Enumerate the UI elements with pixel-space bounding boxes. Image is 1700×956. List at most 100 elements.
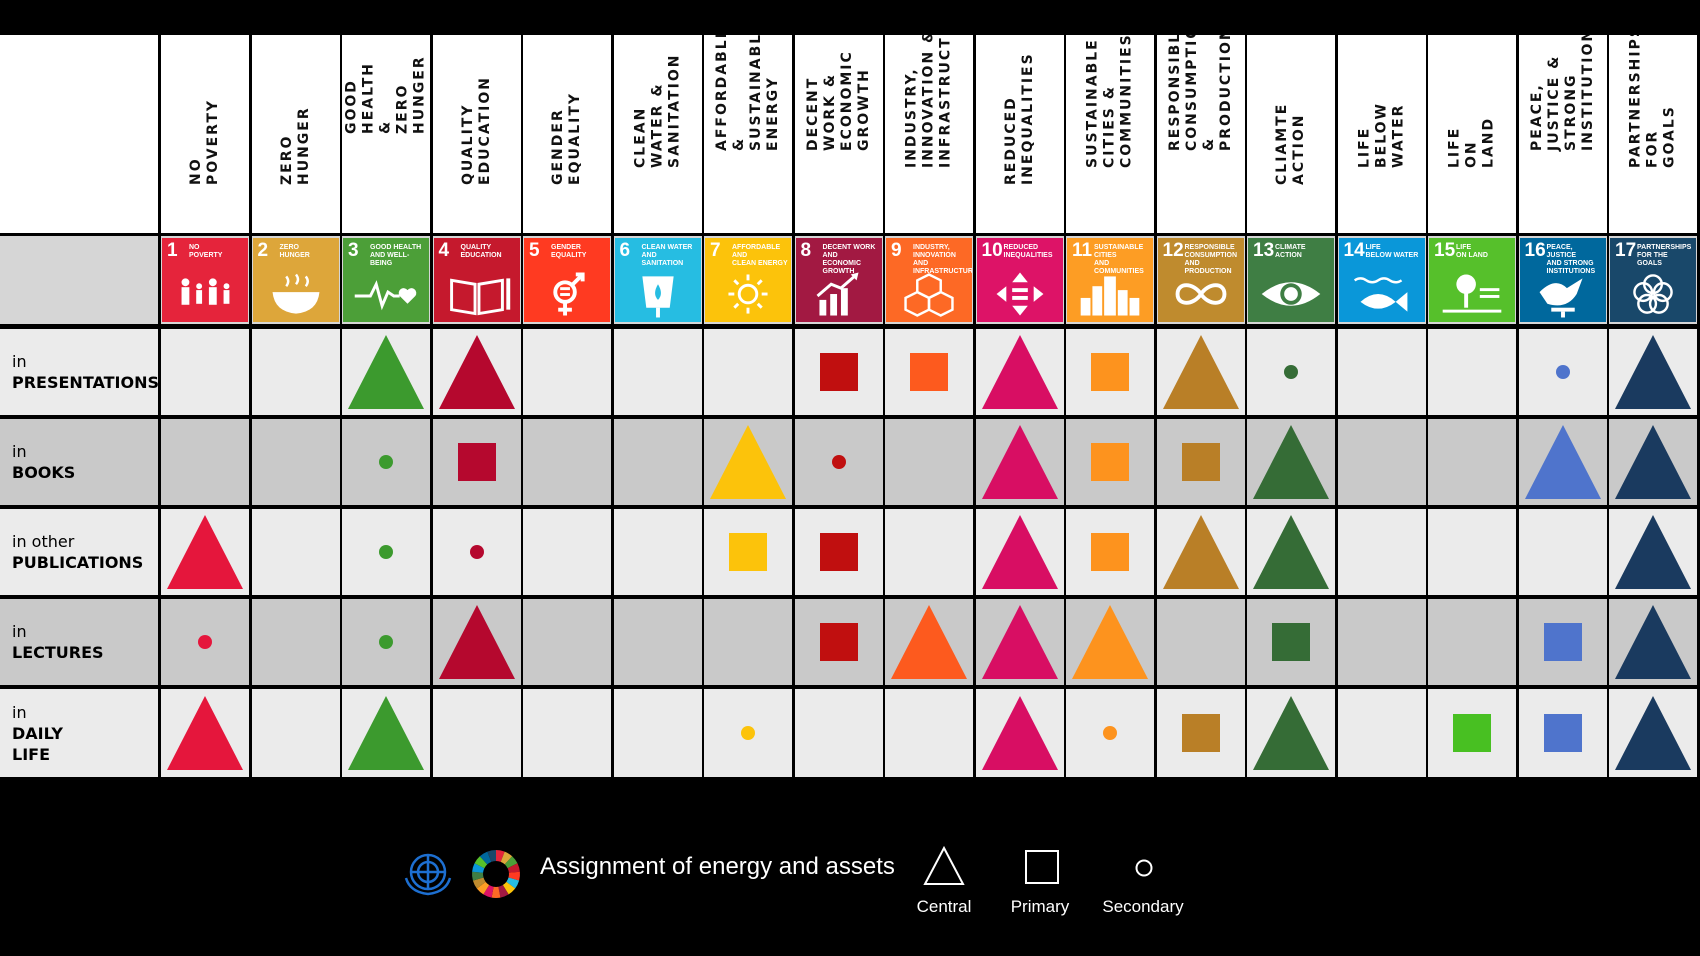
goal-header-label: PEACE, JUSTICE & STRONG INSTITUTIONS [1528, 35, 1596, 151]
sdg-tile-title: AFFORDABLE AND CLEAN ENERGY [732, 244, 788, 267]
goal-header-3: GOOD HEALTH & ZERO HUNGER [342, 35, 430, 233]
matrix-cell [1337, 599, 1426, 685]
matrix-cell [704, 329, 792, 415]
row-label-medium: PRESENTATIONS [12, 373, 160, 392]
sdg-tile-title: GOOD HEALTH AND WELL-BEING [370, 244, 422, 267]
sdg-tile-number: 6 [619, 240, 631, 261]
goal-header-2: ZERO HUNGER [251, 35, 340, 233]
central-mark [1615, 515, 1691, 589]
central-mark [981, 696, 1058, 770]
sdg-tile-number: 11 [1072, 240, 1093, 261]
goal-header-label: QUALITY EDUCATION [459, 76, 493, 185]
primary-mark [1453, 714, 1491, 752]
sdg-tile-17: 17 PARTNERSHIPS FOR THE GOALS [1610, 238, 1696, 322]
sdg-tile-title: LIFE ON LAND [1456, 244, 1488, 259]
matrix-cell [523, 689, 611, 777]
matrix-cell [432, 689, 521, 777]
sdg-tile-title: LIFE BELOW WATER [1365, 244, 1419, 259]
central-mark [167, 696, 243, 770]
matrix-cell [1156, 599, 1245, 685]
secondary-mark [1103, 726, 1117, 740]
matrix-cell [1428, 329, 1516, 415]
sdg-tile-number: 7 [710, 240, 721, 261]
sdg-tile-title: SUSTAINABLE CITIES AND COMMUNITIES [1094, 244, 1144, 275]
central-mark [981, 605, 1058, 679]
matrix-cell [794, 689, 883, 777]
sdg-tile-16: 16 PEACE, JUSTICE AND STRONG INSTITUTIONS [1519, 238, 1606, 322]
family-icon [181, 278, 230, 305]
primary-mark [1543, 623, 1582, 661]
goal-header-12: RESPONSIBLE CONSUMPTION & PRODUCTION [1156, 35, 1245, 233]
sdg-tile-8: 8 DECENT WORK AND ECONOMIC GROWTH [795, 238, 882, 322]
matrix-cell [161, 419, 249, 505]
sdg-tile-title: GENDER EQUALITY [551, 244, 587, 259]
primary-mark [1181, 443, 1220, 481]
legend: Assignment of energy and assets Central … [0, 830, 1700, 930]
sdg-tile-9: 9 INDUSTRY, INNOVATION AND INFRASTRUCTURE [886, 238, 972, 322]
secondary-mark [379, 635, 393, 649]
secondary-circle-icon [1135, 859, 1153, 877]
gender-icon [553, 272, 585, 316]
sdg-tile-title: CLEAN WATER AND SANITATION [641, 244, 693, 267]
infinity-icon [1175, 283, 1226, 305]
goal-header-label: LIFE ON LAND [1446, 116, 1497, 168]
primary-mark [457, 443, 496, 481]
sdg-tile-3: 3 GOOD HEALTH AND WELL-BEING [343, 238, 429, 322]
sdg-tile-number: 15 [1434, 240, 1456, 261]
goal-header-13: CLIAMTE ACTION [1247, 35, 1335, 233]
corner-header [0, 35, 158, 233]
matrix-cell [1518, 509, 1607, 595]
goal-header-5: GENDER EQUALITY [523, 35, 611, 233]
sdg-tile-number: 1 [167, 240, 178, 261]
matrix-cell [523, 419, 611, 505]
sdg-tile-title: DECENT WORK AND ECONOMIC GROWTH [822, 244, 876, 275]
sdg-tile-number: 8 [800, 240, 812, 261]
central-mark [348, 335, 424, 409]
central-mark [1253, 696, 1329, 770]
secondary-mark [1284, 365, 1298, 379]
sdg-tile-number: 9 [891, 240, 902, 261]
row-label-medium: PUBLICATIONS [12, 553, 144, 572]
matrix-cell [523, 329, 611, 415]
central-mark [1615, 696, 1691, 770]
row-label: in other PUBLICATIONS [0, 509, 158, 595]
central-mark [1072, 605, 1148, 679]
matrix-cell [1337, 419, 1426, 505]
matrix-cell [613, 689, 702, 777]
secondary-mark [379, 455, 393, 469]
sdg-tile-15: 15 LIFE ON LAND [1429, 238, 1515, 322]
central-mark [1615, 605, 1691, 679]
sdg-tile-number: 12 [1162, 240, 1184, 261]
matrix-cell [251, 599, 340, 685]
sdg-tile-title: NO POVERTY [189, 244, 223, 259]
goal-header-label: RESPONSIBLE CONSUMPTION & PRODUCTION [1166, 35, 1234, 151]
sun-icon [728, 274, 768, 314]
goal-header-8: DECENT WORK & ECONOMIC GROWTH [794, 35, 883, 233]
row-label: in DAILY LIFE [0, 689, 158, 777]
goal-header-11: SUSTAINABLE CITIES & COMMUNITIES [1066, 35, 1154, 233]
fish-icon [1353, 277, 1407, 312]
sdg-tile-title: PEACE, JUSTICE AND STRONG INSTITUTIONS [1546, 244, 1596, 275]
secondary-mark [379, 545, 393, 559]
goal-header-7: AFFORDABLE & SUSTAINABLE ENERGY [704, 35, 792, 233]
goal-header-label: ZERO HUNGER [278, 106, 312, 185]
tree-icon [1442, 274, 1502, 313]
row-label-prefix: in [12, 352, 27, 371]
sdg-tile-number: 2 [257, 240, 269, 261]
sdg-tile-4: 4 QUALITY EDUCATION [433, 238, 520, 322]
central-mark [1162, 335, 1239, 409]
goal-header-label: DECENT WORK & ECONOMIC GROWTH [804, 50, 872, 151]
matrix-cell [704, 599, 792, 685]
matrix-cell [1337, 329, 1426, 415]
water-icon [641, 276, 674, 318]
heartbeat-icon [354, 280, 417, 311]
primary-mark [1091, 533, 1129, 571]
book-icon [449, 278, 510, 316]
goal-header-1: NO POVERTY [161, 35, 249, 233]
secondary-mark [198, 635, 212, 649]
central-mark [891, 605, 967, 679]
legend-secondary-label: Secondary [1102, 897, 1184, 916]
central-mark [167, 515, 243, 589]
matrix-cell [523, 509, 611, 595]
central-mark [1253, 515, 1329, 589]
